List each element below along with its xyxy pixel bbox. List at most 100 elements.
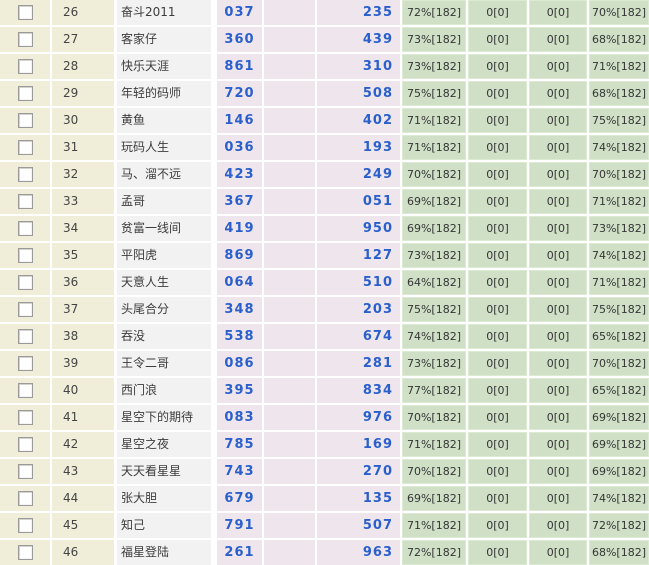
number-link-1[interactable]: 395 <box>217 378 262 403</box>
number-link-1[interactable]: 083 <box>217 405 262 430</box>
number-link-2[interactable]: 510 <box>317 270 400 295</box>
number-link-2[interactable]: 235 <box>317 0 400 25</box>
row-checkbox[interactable] <box>17 167 33 182</box>
row-checkbox[interactable] <box>17 464 33 479</box>
number-link-1[interactable]: 419 <box>217 216 262 241</box>
number-link-1[interactable]: 348 <box>217 297 262 322</box>
number-link-1[interactable]: 037 <box>217 0 262 25</box>
row-checkbox[interactable] <box>17 86 33 101</box>
number-link-2[interactable]: 169 <box>317 432 400 457</box>
number-link-2[interactable]: 281 <box>317 351 400 376</box>
number-link-1[interactable]: 086 <box>217 351 262 376</box>
number-link-2[interactable]: 508 <box>317 81 400 106</box>
row-checkbox[interactable] <box>17 545 33 560</box>
stat-percent-2: 73%[182] <box>589 216 649 241</box>
spacer-cell <box>264 81 315 106</box>
row-rank: 43 <box>52 459 114 484</box>
checkbox-cell <box>0 162 50 187</box>
number-link-2[interactable]: 439 <box>317 27 400 52</box>
number-link-2[interactable]: 402 <box>317 108 400 133</box>
number-link-1[interactable]: 785 <box>217 432 262 457</box>
number-link-1[interactable]: 036 <box>217 135 262 160</box>
number-link-1[interactable]: 861 <box>217 54 262 79</box>
row-checkbox[interactable] <box>17 410 33 425</box>
number-link-2[interactable]: 051 <box>317 189 400 214</box>
stat-percent-2: 71%[182] <box>589 189 649 214</box>
stat-count-2: 0[0] <box>529 27 587 52</box>
row-checkbox[interactable] <box>17 383 33 398</box>
username-cell: 天意人生 <box>117 270 211 295</box>
stat-percent-2: 75%[182] <box>589 297 649 322</box>
number-link-1[interactable]: 423 <box>217 162 262 187</box>
number-link-2[interactable]: 203 <box>317 297 400 322</box>
number-link-2[interactable]: 963 <box>317 540 400 565</box>
number-link-1[interactable]: 360 <box>217 27 262 52</box>
number-link-2[interactable]: 127 <box>317 243 400 268</box>
stat-percent-2: 72%[182] <box>589 513 649 538</box>
row-checkbox[interactable] <box>17 5 33 20</box>
number-link-2[interactable]: 950 <box>317 216 400 241</box>
row-checkbox[interactable] <box>17 113 33 128</box>
row-checkbox[interactable] <box>17 194 33 209</box>
stat-count-2: 0[0] <box>529 297 587 322</box>
stat-percent-1: 73%[182] <box>402 27 466 52</box>
number-link-2[interactable]: 507 <box>317 513 400 538</box>
username-text: 客家仔 <box>121 32 158 46</box>
row-checkbox[interactable] <box>17 32 33 47</box>
number-link-2[interactable]: 834 <box>317 378 400 403</box>
row-checkbox[interactable] <box>17 437 33 452</box>
table-row: 44 张大胆 679 135 69%[182] 0[0] 0[0] 74%[18… <box>0 486 649 511</box>
row-checkbox[interactable] <box>17 491 33 506</box>
number-link-1[interactable]: 679 <box>217 486 262 511</box>
number-link-2[interactable]: 310 <box>317 54 400 79</box>
number-link-2[interactable]: 674 <box>317 324 400 349</box>
table-row: 28 快乐天涯 861 310 73%[182] 0[0] 0[0] 71%[1… <box>0 54 649 79</box>
stat-count-1: 0[0] <box>468 243 527 268</box>
checkbox-cell <box>0 405 50 430</box>
stat-count-1: 0[0] <box>468 216 527 241</box>
number-link-2[interactable]: 249 <box>317 162 400 187</box>
checkbox-cell <box>0 81 50 106</box>
number-link-2[interactable]: 193 <box>317 135 400 160</box>
checkbox-cell <box>0 459 50 484</box>
stat-count-2: 0[0] <box>529 216 587 241</box>
row-checkbox[interactable] <box>17 329 33 344</box>
number-link-1[interactable]: 538 <box>217 324 262 349</box>
number-link-1[interactable]: 743 <box>217 459 262 484</box>
number-link-2[interactable]: 135 <box>317 486 400 511</box>
stat-count-2: 0[0] <box>529 324 587 349</box>
spacer-cell <box>264 54 315 79</box>
stat-percent-2: 74%[182] <box>589 135 649 160</box>
row-checkbox[interactable] <box>17 59 33 74</box>
number-link-1[interactable]: 720 <box>217 81 262 106</box>
number-link-1[interactable]: 367 <box>217 189 262 214</box>
username-text: 西门浪 <box>121 383 158 397</box>
checkbox-cell <box>0 0 50 25</box>
row-checkbox[interactable] <box>17 518 33 533</box>
stat-count-1: 0[0] <box>468 378 527 403</box>
stat-percent-1: 72%[182] <box>402 540 466 565</box>
number-link-1[interactable]: 261 <box>217 540 262 565</box>
number-link-2[interactable]: 976 <box>317 405 400 430</box>
table-row: 40 西门浪 395 834 77%[182] 0[0] 0[0] 65%[18… <box>0 378 649 403</box>
row-rank: 40 <box>52 378 114 403</box>
number-link-1[interactable]: 791 <box>217 513 262 538</box>
checkbox-cell <box>0 513 50 538</box>
checkbox-cell <box>0 270 50 295</box>
row-checkbox[interactable] <box>17 356 33 371</box>
row-checkbox[interactable] <box>17 221 33 236</box>
stat-percent-2: 68%[182] <box>589 540 649 565</box>
table-row: 31 玩码人生 036 193 71%[182] 0[0] 0[0] 74%[1… <box>0 135 649 160</box>
number-link-1[interactable]: 146 <box>217 108 262 133</box>
row-checkbox[interactable] <box>17 140 33 155</box>
stat-percent-2: 74%[182] <box>589 243 649 268</box>
row-checkbox[interactable] <box>17 275 33 290</box>
row-checkbox[interactable] <box>17 302 33 317</box>
row-checkbox[interactable] <box>17 248 33 263</box>
table-row: 38 吞没 538 674 74%[182] 0[0] 0[0] 65%[182… <box>0 324 649 349</box>
number-link-1[interactable]: 064 <box>217 270 262 295</box>
number-link-2[interactable]: 270 <box>317 459 400 484</box>
stat-percent-1: 69%[182] <box>402 189 466 214</box>
number-link-1[interactable]: 869 <box>217 243 262 268</box>
stat-percent-2: 69%[182] <box>589 405 649 430</box>
